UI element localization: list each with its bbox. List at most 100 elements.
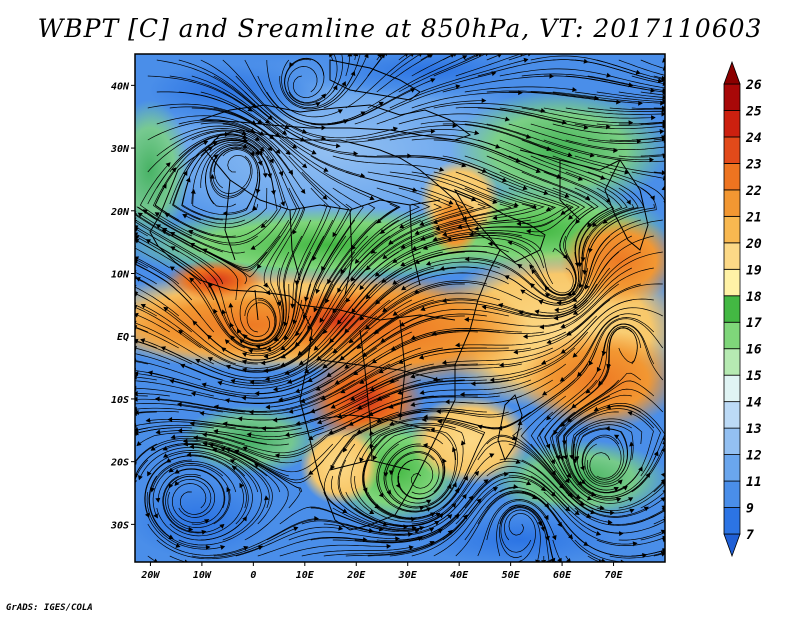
- streamline: [469, 233, 554, 285]
- streamline-arrow: [242, 352, 248, 357]
- streamline: [135, 293, 193, 333]
- streamline: [552, 475, 649, 517]
- streamline: [520, 395, 567, 476]
- streamline: [589, 187, 657, 253]
- streamline: [504, 509, 541, 560]
- streamline: [230, 299, 277, 342]
- streamline-arrow: [182, 438, 188, 444]
- streamline-arrow: [295, 330, 300, 337]
- streamline: [155, 212, 258, 246]
- streamline-arrow: [189, 444, 195, 450]
- streamline-arrow: [606, 72, 612, 78]
- streamline-arrow: [378, 368, 384, 374]
- streamline: [191, 527, 298, 558]
- streamline-arrow: [560, 421, 566, 428]
- streamline: [207, 331, 303, 361]
- streamline: [582, 436, 622, 479]
- streamline-arrow: [607, 519, 613, 525]
- streamline-arrow: [422, 245, 428, 250]
- streamline-arrow: [632, 541, 638, 547]
- streamline: [574, 91, 663, 102]
- streamline: [499, 315, 598, 366]
- streamline: [588, 318, 664, 366]
- streamline: [432, 330, 544, 335]
- streamline-arrow: [147, 471, 152, 477]
- streamline: [594, 402, 665, 461]
- streamline-arrow: [203, 140, 209, 146]
- streamline: [266, 251, 312, 351]
- streamline: [546, 283, 641, 344]
- streamline: [354, 155, 466, 167]
- streamline: [136, 206, 157, 221]
- streamline: [288, 54, 338, 104]
- streamline-arrow: [369, 386, 375, 392]
- streamline: [137, 229, 148, 237]
- streamline-arrow: [446, 236, 452, 242]
- streamline-arrow: [513, 202, 519, 208]
- streamline: [147, 75, 253, 112]
- colorbar-segment: [723, 374, 741, 403]
- latitude-axis: 40N 30N 20N 10N EQ 10S 20S 30S: [110, 81, 135, 531]
- streamline: [135, 380, 214, 397]
- streamline-arrow: [567, 152, 573, 158]
- streamline-arrow: [213, 404, 219, 410]
- streamline: [344, 315, 443, 369]
- streamline: [135, 322, 214, 365]
- streamline: [345, 530, 453, 557]
- streamline-arrow: [534, 309, 540, 315]
- streamline: [338, 459, 408, 528]
- streamline-arrow: [313, 345, 319, 351]
- plot-frame: [134, 53, 666, 563]
- streamline: [536, 427, 605, 509]
- streamline: [136, 407, 201, 413]
- lat-tick-label: 30S: [110, 520, 129, 531]
- streamline: [577, 317, 655, 377]
- streamline: [288, 155, 350, 237]
- streamline-arrow: [432, 236, 438, 242]
- colorbar-segment: [723, 454, 741, 482]
- streamline: [270, 203, 305, 306]
- streamline-arrow: [272, 386, 278, 392]
- streamline-arrow: [559, 455, 564, 461]
- streamline-arrow: [570, 290, 576, 296]
- streamline-arrow: [207, 357, 213, 362]
- streamline: [135, 327, 179, 349]
- streamline-arrow: [578, 283, 584, 289]
- streamline-arrow: [167, 416, 173, 422]
- streamline: [474, 203, 574, 230]
- streamline: [177, 403, 289, 416]
- streamline-arrow: [498, 303, 504, 308]
- streamline-arrow: [439, 166, 445, 172]
- streamline-arrow: [499, 362, 504, 368]
- streamline: [596, 537, 664, 546]
- streamline-arrow: [566, 472, 572, 479]
- streamline: [235, 75, 326, 140]
- streamline-arrow: [576, 371, 583, 377]
- streamline: [398, 347, 509, 364]
- streamline: [170, 246, 237, 333]
- streamline-arrow: [284, 370, 290, 376]
- lat-tick-label: EQ: [117, 332, 129, 343]
- streamline: [539, 379, 598, 464]
- streamline-arrow: [372, 455, 378, 461]
- streamline-arrow: [371, 358, 377, 364]
- streamline-arrow: [291, 143, 298, 149]
- streamline: [203, 443, 303, 493]
- streamline: [135, 361, 148, 365]
- streamline: [486, 436, 573, 497]
- streamline: [571, 327, 633, 409]
- streamline: [498, 363, 589, 429]
- streamline: [212, 154, 251, 194]
- streamline-arrow: [224, 398, 230, 404]
- streamline: [573, 421, 632, 484]
- streamline-arrow: [168, 534, 174, 539]
- streamline: [631, 75, 663, 84]
- colorbar-level-label: 25: [745, 104, 762, 119]
- streamline-arrow: [388, 404, 394, 409]
- streamline: [376, 435, 444, 498]
- streamline: [521, 107, 633, 124]
- streamline-arrow: [422, 442, 428, 448]
- streamline: [351, 187, 400, 250]
- streamline: [370, 363, 478, 392]
- streamline-arrow: [176, 402, 182, 408]
